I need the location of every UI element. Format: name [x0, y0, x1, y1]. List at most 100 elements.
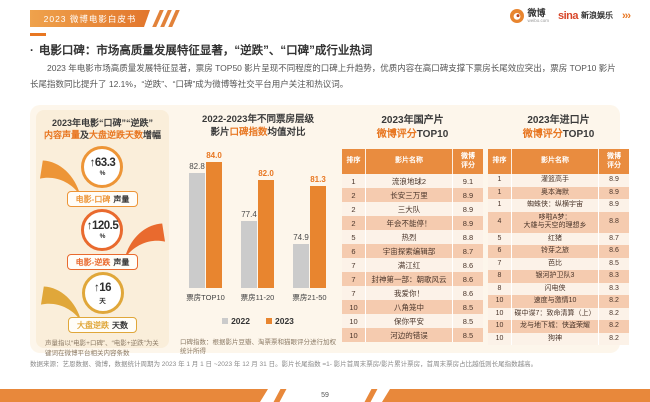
header-logos: 微博 weibo.com sina 新浪娱乐 ››› [510, 9, 631, 24]
bar-2022: 82.8 [189, 162, 205, 288]
bar-group: 77.4 82.0 [241, 169, 274, 288]
header-banner-label: 2023 微博电影白皮书 [43, 13, 137, 24]
data-source-note: 数据来源：艺恩数据、微博，数据统计周期为 2023 年 1 月 1 日 ~202… [30, 361, 538, 368]
category-label: 票房TOP10 [186, 292, 225, 302]
movie-title-cell: 年会不能停！ [366, 216, 453, 230]
rank-cell: 2 [342, 216, 366, 230]
rank-cell: 6 [488, 245, 512, 258]
movie-title-cell: 哆啦A梦： 大雄与天空的理想乡 [512, 211, 599, 233]
bar-2022: 77.4 [241, 210, 257, 288]
footer-band-right [382, 389, 650, 402]
movie-title-cell: 蜘蛛侠：纵横宇宙 [512, 199, 599, 212]
table-row: 7 芭比 8.5 [488, 257, 629, 270]
chart-title: 2022-2023年不同票房层级 影片口碑指数均值对比 [176, 114, 340, 140]
header-banner: 2023 微博电影白皮书 [30, 10, 150, 27]
stat-unit: % [99, 233, 106, 241]
table-row: 1 灌篮高手 8.9 [488, 174, 629, 187]
stat-label: 电影-逆跌 声量 [66, 254, 139, 271]
rank-cell: 10 [488, 320, 512, 333]
score-cell: 8.9 [609, 201, 619, 209]
stat-label-highlight: 大盘逆跌 [77, 320, 109, 330]
stat-item: ↑16 天 大盘逆跌 天数 [40, 272, 137, 334]
movie-title-cell: 八角笼中 [366, 300, 453, 314]
score-cell: 8.5 [462, 330, 474, 340]
stat-circle: ↑63.3 % [81, 146, 124, 189]
score-cell: 8.9 [462, 204, 474, 214]
score-cell: 8.6 [609, 247, 619, 255]
score-cell: 8.7 [609, 234, 619, 242]
score-cell: 8.6 [462, 288, 474, 298]
rank-cell: 7 [342, 286, 366, 300]
movie-title-cell: 灌篮高手 [512, 174, 599, 187]
import-title-line1: 2023年进口片 [527, 115, 590, 126]
stats-panel: 2023年电影“口碑”“逆跌” 内容声量及大盘逆跌天数增幅 ↑63.3 % 电影… [36, 110, 169, 357]
sina-logo-text: sina [557, 10, 579, 23]
footer-stripe-left [273, 389, 287, 402]
movie-title-cell: 龙与地下城：侠盗荣耀 [512, 320, 599, 333]
table-row: 10 保你平安 8.5 [342, 314, 483, 328]
score-cell: 8.2 [609, 334, 619, 342]
score-cell: 8.6 [462, 274, 474, 284]
bar-value-label: 84.0 [206, 150, 222, 160]
stats-title-line1: 2023年电影“口碑”“逆跌” [51, 118, 154, 128]
rank-cell: 6 [342, 244, 366, 258]
legend-item: 2023 [266, 316, 294, 326]
chart-legend: 2022 2023 [176, 316, 340, 326]
score-cell: 8.2 [609, 322, 619, 330]
movie-title-cell: 封神第一部：朝歌风云 [366, 272, 453, 286]
score-cell: 8.9 [462, 218, 474, 228]
stats-list: ↑63.3 % 电影-口碑 声量 ↑120.5 % 电影-逆跌 声量 [36, 144, 169, 334]
footer-stripe-right [364, 389, 378, 402]
sina-entertainment-label: 新浪娱乐 [581, 11, 613, 21]
score-cell: 8.3 [609, 284, 619, 292]
chart-footnote: 口碑指数：根据影片豆瓣、淘票票和猫眼评分进行加权统计所得 [180, 338, 336, 356]
table-header-row: 排序 影片名称 微博 评分 [342, 149, 483, 174]
movie-title-cell: 河边的错误 [366, 328, 453, 342]
rank-cell: 2 [342, 188, 366, 202]
legend-item: 2022 [222, 316, 250, 326]
movie-title-cell: 芭比 [512, 257, 599, 270]
movie-title-cell: 长安三万里 [366, 188, 453, 202]
rank-cell: 10 [488, 307, 512, 320]
movie-title-cell: 宇宙探索编辑部 [366, 244, 453, 258]
movie-title-cell: 铃芽之旅 [512, 245, 599, 258]
weibo-logo-text: 微博 [527, 8, 546, 18]
rank-cell: 1 [488, 199, 512, 212]
stat-item: ↑120.5 % 电影-逆跌 声量 [66, 209, 166, 271]
rank-cell: 1 [342, 174, 366, 188]
swoosh-decoration [40, 286, 82, 322]
stat-label-rest: 声量 [113, 257, 130, 267]
movie-title-cell: 我爱你！ [366, 286, 453, 300]
stat-value: ↑120.5 [86, 220, 119, 233]
column-header: 排序 [342, 149, 366, 174]
table-row: 1 流浪地球2 9.1 [342, 174, 483, 188]
page-number: 59 [321, 392, 329, 399]
import-table: 排序 影片名称 微博 评分 1 灌篮高手 8.9 1 奥本海默 8.9 1 蜘蛛侠：纵… [488, 149, 629, 345]
table-row: 7 满江红 8.6 [342, 258, 483, 272]
rank-cell: 10 [488, 332, 512, 345]
score-cell: 8.6 [462, 260, 474, 270]
domestic-table: 排序 影片名称 微博 评分 1 流浪地球2 9.1 2 长安三万里 8.9 2 三大队… [342, 149, 483, 342]
bar-2023: 82.0 [258, 169, 274, 288]
bar-value-label: 77.4 [241, 209, 257, 219]
table-row: 7 我爱你！ 8.6 [342, 286, 483, 300]
rank-cell: 7 [342, 272, 366, 286]
stat-label: 电影-口碑 声量 [66, 191, 139, 208]
column-header: 微博 评分 [607, 152, 621, 169]
stats-panel-title: 2023年电影“口碑”“逆跌” 内容声量及大盘逆跌天数增幅 [44, 117, 161, 141]
movie-title-cell: 红猪 [512, 232, 599, 245]
bar-value-label: 81.3 [310, 174, 326, 184]
score-cell: 8.8 [609, 217, 619, 225]
rank-cell: 4 [488, 211, 512, 233]
weibo-logo: 微博 weibo.com [510, 9, 549, 24]
swoosh-decoration [39, 160, 81, 196]
stat-label-highlight: 电影-逆跌 [75, 257, 111, 267]
rank-cell: 10 [342, 328, 366, 342]
table-row: 6 铃芽之旅 8.6 [488, 245, 629, 258]
sina-logo: sina 新浪娱乐 [558, 10, 613, 22]
rank-cell: 10 [342, 314, 366, 328]
rank-cell: 1 [488, 174, 512, 187]
movie-title-cell: 银河护卫队3 [512, 270, 599, 283]
footer-band-left [0, 389, 268, 402]
